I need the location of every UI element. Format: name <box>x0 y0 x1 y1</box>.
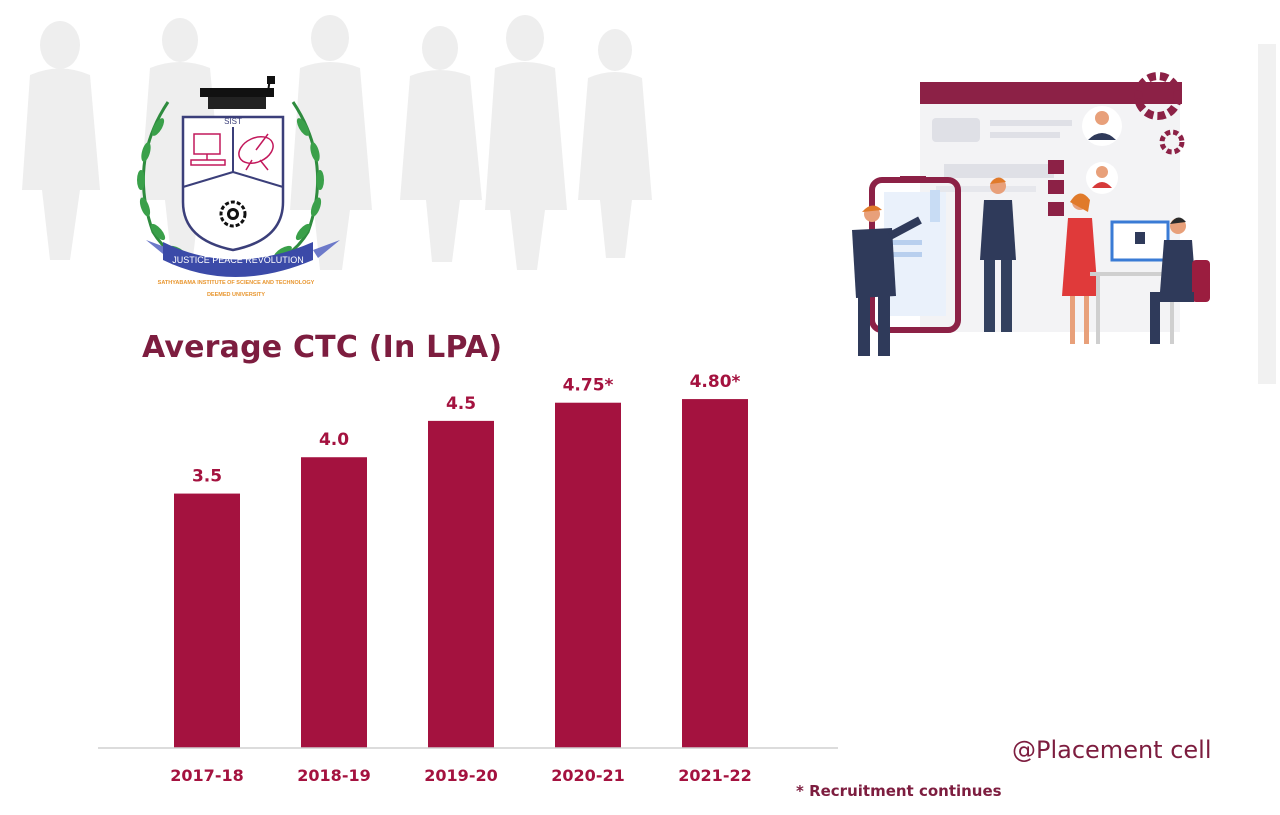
tick-label-2019-20: 2019-20 <box>424 766 497 785</box>
person-woman <box>1062 193 1098 344</box>
credit-text: @Placement cell <box>1012 736 1212 764</box>
data-label-2021-22: 4.80* <box>690 372 741 392</box>
person-seated <box>1150 217 1210 344</box>
satellite-dish-icon <box>238 133 274 171</box>
bar-chart: 3.5 4.0 4.5 4.75* 4.80* 2017-18 2018-19 2019-2… <box>98 372 838 785</box>
motto-ribbon: JUSTICE PEACE REVOLUTION <box>146 240 340 277</box>
logo-university: DEEMED UNIVERSITY <box>207 292 265 298</box>
tick-label-2020-21: 2020-21 <box>551 766 624 785</box>
bar-2019-20 <box>428 420 494 748</box>
chart-bars <box>174 399 748 748</box>
person-standing <box>980 177 1016 332</box>
office-hiring-illustration <box>852 72 1210 356</box>
chart-title: Average CTC (In LPA) <box>142 330 503 365</box>
computer-icon <box>190 133 226 166</box>
bar-2018-19 <box>301 457 367 748</box>
logo-shield <box>181 115 285 252</box>
bar-2020-21 <box>555 402 621 748</box>
side-panel <box>1258 44 1276 384</box>
data-label-2017-18: 3.5 <box>192 467 222 487</box>
data-label-2020-21: 4.75* <box>563 376 614 396</box>
institute-logo: SIST JUSTICE PEACE REVOLUTION SATHYABAMA… <box>137 76 340 298</box>
x-axis-tick-labels: 2017-18 2018-19 2019-20 2020-21 2021-22 <box>170 766 751 785</box>
chart-data-labels: 3.5 4.0 4.5 4.75* 4.80* <box>192 372 741 486</box>
graduation-cap-icon <box>200 76 275 109</box>
data-label-2019-20: 4.5 <box>446 394 476 414</box>
bar-2017-18 <box>174 493 240 748</box>
gear-icon <box>1134 72 1182 120</box>
gear-icon <box>1159 129 1185 155</box>
logo-institute-name: SATHYABAMA INSTITUTE OF SCIENCE AND TECH… <box>158 280 315 286</box>
data-label-2018-19: 4.0 <box>319 430 349 450</box>
bar-2021-22 <box>682 399 748 748</box>
checklist-icon <box>1048 160 1064 216</box>
gear-icon <box>219 200 247 228</box>
tick-label-2018-19: 2018-19 <box>297 766 370 785</box>
logo-motto: JUSTICE PEACE REVOLUTION <box>172 255 304 265</box>
background-people-silhouettes <box>22 15 652 270</box>
tick-label-2017-18: 2017-18 <box>170 766 243 785</box>
tick-label-2021-22: 2021-22 <box>678 766 751 785</box>
logo-abbr: SIST <box>224 117 242 126</box>
footnote-text: * Recruitment continues <box>796 782 1002 800</box>
person-pointing <box>852 205 922 356</box>
